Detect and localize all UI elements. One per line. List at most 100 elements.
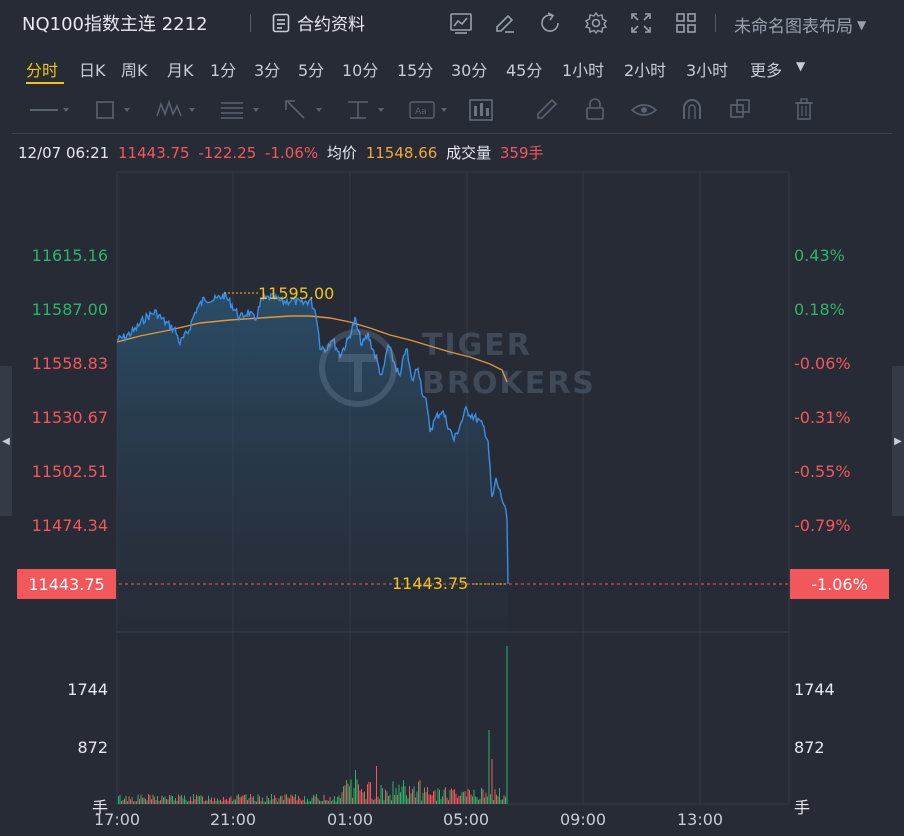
line-tool-icon[interactable] [30, 108, 69, 112]
volume-bar [184, 795, 185, 804]
trash-icon[interactable] [795, 98, 813, 120]
volume-bar [286, 794, 287, 804]
price-area [117, 292, 508, 632]
quote-change-pct: -1.06% [265, 144, 319, 162]
volume-bar [376, 766, 377, 804]
price-line [116, 291, 509, 585]
tf-intraday[interactable]: 分时 [26, 61, 59, 80]
volume-bar [359, 790, 361, 804]
tf-45min[interactable]: 45分 [506, 61, 543, 80]
volume-bar [478, 799, 479, 804]
tf-1hour[interactable]: 1小时 [562, 61, 605, 80]
y-tick-left: 11474.34 [31, 516, 108, 535]
copy-icon[interactable] [730, 99, 750, 118]
volume-bar [181, 795, 182, 804]
volume-bar [484, 797, 485, 804]
volume-bar [424, 787, 425, 804]
eye-icon[interactable] [630, 104, 658, 116]
volume-bar [146, 800, 148, 804]
contract-info-button[interactable]: 合约资料 [272, 10, 365, 35]
right-panel-toggle[interactable]: ▶ [892, 366, 904, 516]
tf-monthly[interactable]: 月K [167, 61, 194, 80]
last-price-annotation: 11443.75 [392, 574, 469, 593]
tf-weekly[interactable]: 周K [121, 61, 148, 80]
volume-bar [415, 797, 416, 804]
x-tick: 05:00 [443, 810, 490, 829]
volume-bar [457, 797, 458, 804]
tf-2hour[interactable]: 2小时 [624, 61, 667, 80]
volume-bar [194, 799, 196, 804]
wave-tool-icon[interactable] [156, 99, 195, 117]
volume-bar [316, 794, 317, 804]
volume-bar [202, 796, 203, 804]
fullscreen-icon[interactable] [629, 11, 653, 35]
watermark-line2: BROKERS [422, 366, 596, 401]
tf-1min[interactable]: 1分 [210, 61, 237, 80]
volume-bar [298, 795, 299, 804]
tf-15min[interactable]: 15分 [397, 61, 434, 80]
volume-bar [476, 797, 478, 804]
refresh-icon[interactable] [538, 11, 562, 35]
lock-icon[interactable] [586, 98, 604, 120]
tf-more[interactable]: 更多 [750, 61, 783, 80]
tf-3min[interactable]: 3分 [254, 61, 281, 80]
volume-bar [131, 797, 133, 804]
indicator-icon[interactable] [449, 11, 473, 35]
magnet-icon[interactable] [683, 99, 701, 119]
volume-bar [215, 800, 217, 804]
volume-bar [121, 801, 122, 804]
volume-bar [262, 797, 263, 804]
volume-bar [268, 798, 269, 804]
volume-bar [491, 759, 493, 804]
volume-bar [412, 789, 413, 804]
volume-bar [122, 800, 124, 804]
bar-pattern-tool-icon[interactable] [469, 99, 493, 121]
arrow-tool-icon[interactable] [285, 100, 322, 119]
volume-bar [238, 794, 239, 804]
settings-icon[interactable] [584, 11, 608, 35]
pen-icon[interactable] [537, 98, 558, 119]
volume-bar [400, 792, 401, 804]
tf-10min[interactable]: 10分 [342, 61, 379, 80]
volume-tick-right: 1744 [794, 680, 835, 699]
volume-bar [503, 795, 505, 804]
rectangle-tool-icon[interactable] [96, 101, 130, 119]
volume-bar [413, 786, 415, 804]
tf-3hour[interactable]: 3小时 [686, 61, 729, 80]
volume-bar [190, 796, 191, 804]
measure-tool-icon[interactable] [348, 101, 384, 119]
tf-30min[interactable]: 30分 [451, 61, 488, 80]
text-tool-icon[interactable]: Aa [409, 101, 447, 119]
volume-bar [301, 800, 302, 804]
chart-layout-dropdown[interactable]: 未命名图表布局 ▼ [734, 12, 866, 37]
volume-bar [307, 798, 308, 804]
volume-bar [152, 794, 154, 804]
volume-bar [221, 801, 223, 804]
volume-bar [454, 789, 455, 804]
title-separator [250, 14, 251, 32]
volume-bar [265, 801, 266, 804]
volume-bar [373, 800, 374, 804]
chevron-right-icon: ▶ [894, 435, 902, 447]
tf-5min[interactable]: 5分 [298, 61, 325, 80]
left-panel-toggle[interactable]: ◀ [0, 366, 12, 516]
document-icon [272, 13, 290, 32]
volume-bar [421, 800, 422, 804]
tf-daily[interactable]: 日K [79, 61, 106, 80]
volume-bar [386, 791, 388, 804]
volume-bar [241, 796, 242, 804]
more-caret-icon: ▼ [796, 59, 806, 73]
contract-info-label: 合约资料 [297, 15, 365, 35]
volume-bar [287, 797, 289, 804]
volume-bar [323, 794, 325, 804]
volume-bar [335, 801, 337, 804]
volume-bar [136, 801, 137, 804]
volume-bar [389, 794, 391, 804]
edit-icon[interactable] [493, 11, 517, 35]
volume-bar [472, 796, 473, 804]
y-tick-right: 0.43% [794, 246, 845, 265]
grid-layout-icon[interactable] [674, 11, 698, 35]
fib-tool-icon[interactable] [221, 102, 259, 119]
volume-bar [212, 801, 214, 804]
